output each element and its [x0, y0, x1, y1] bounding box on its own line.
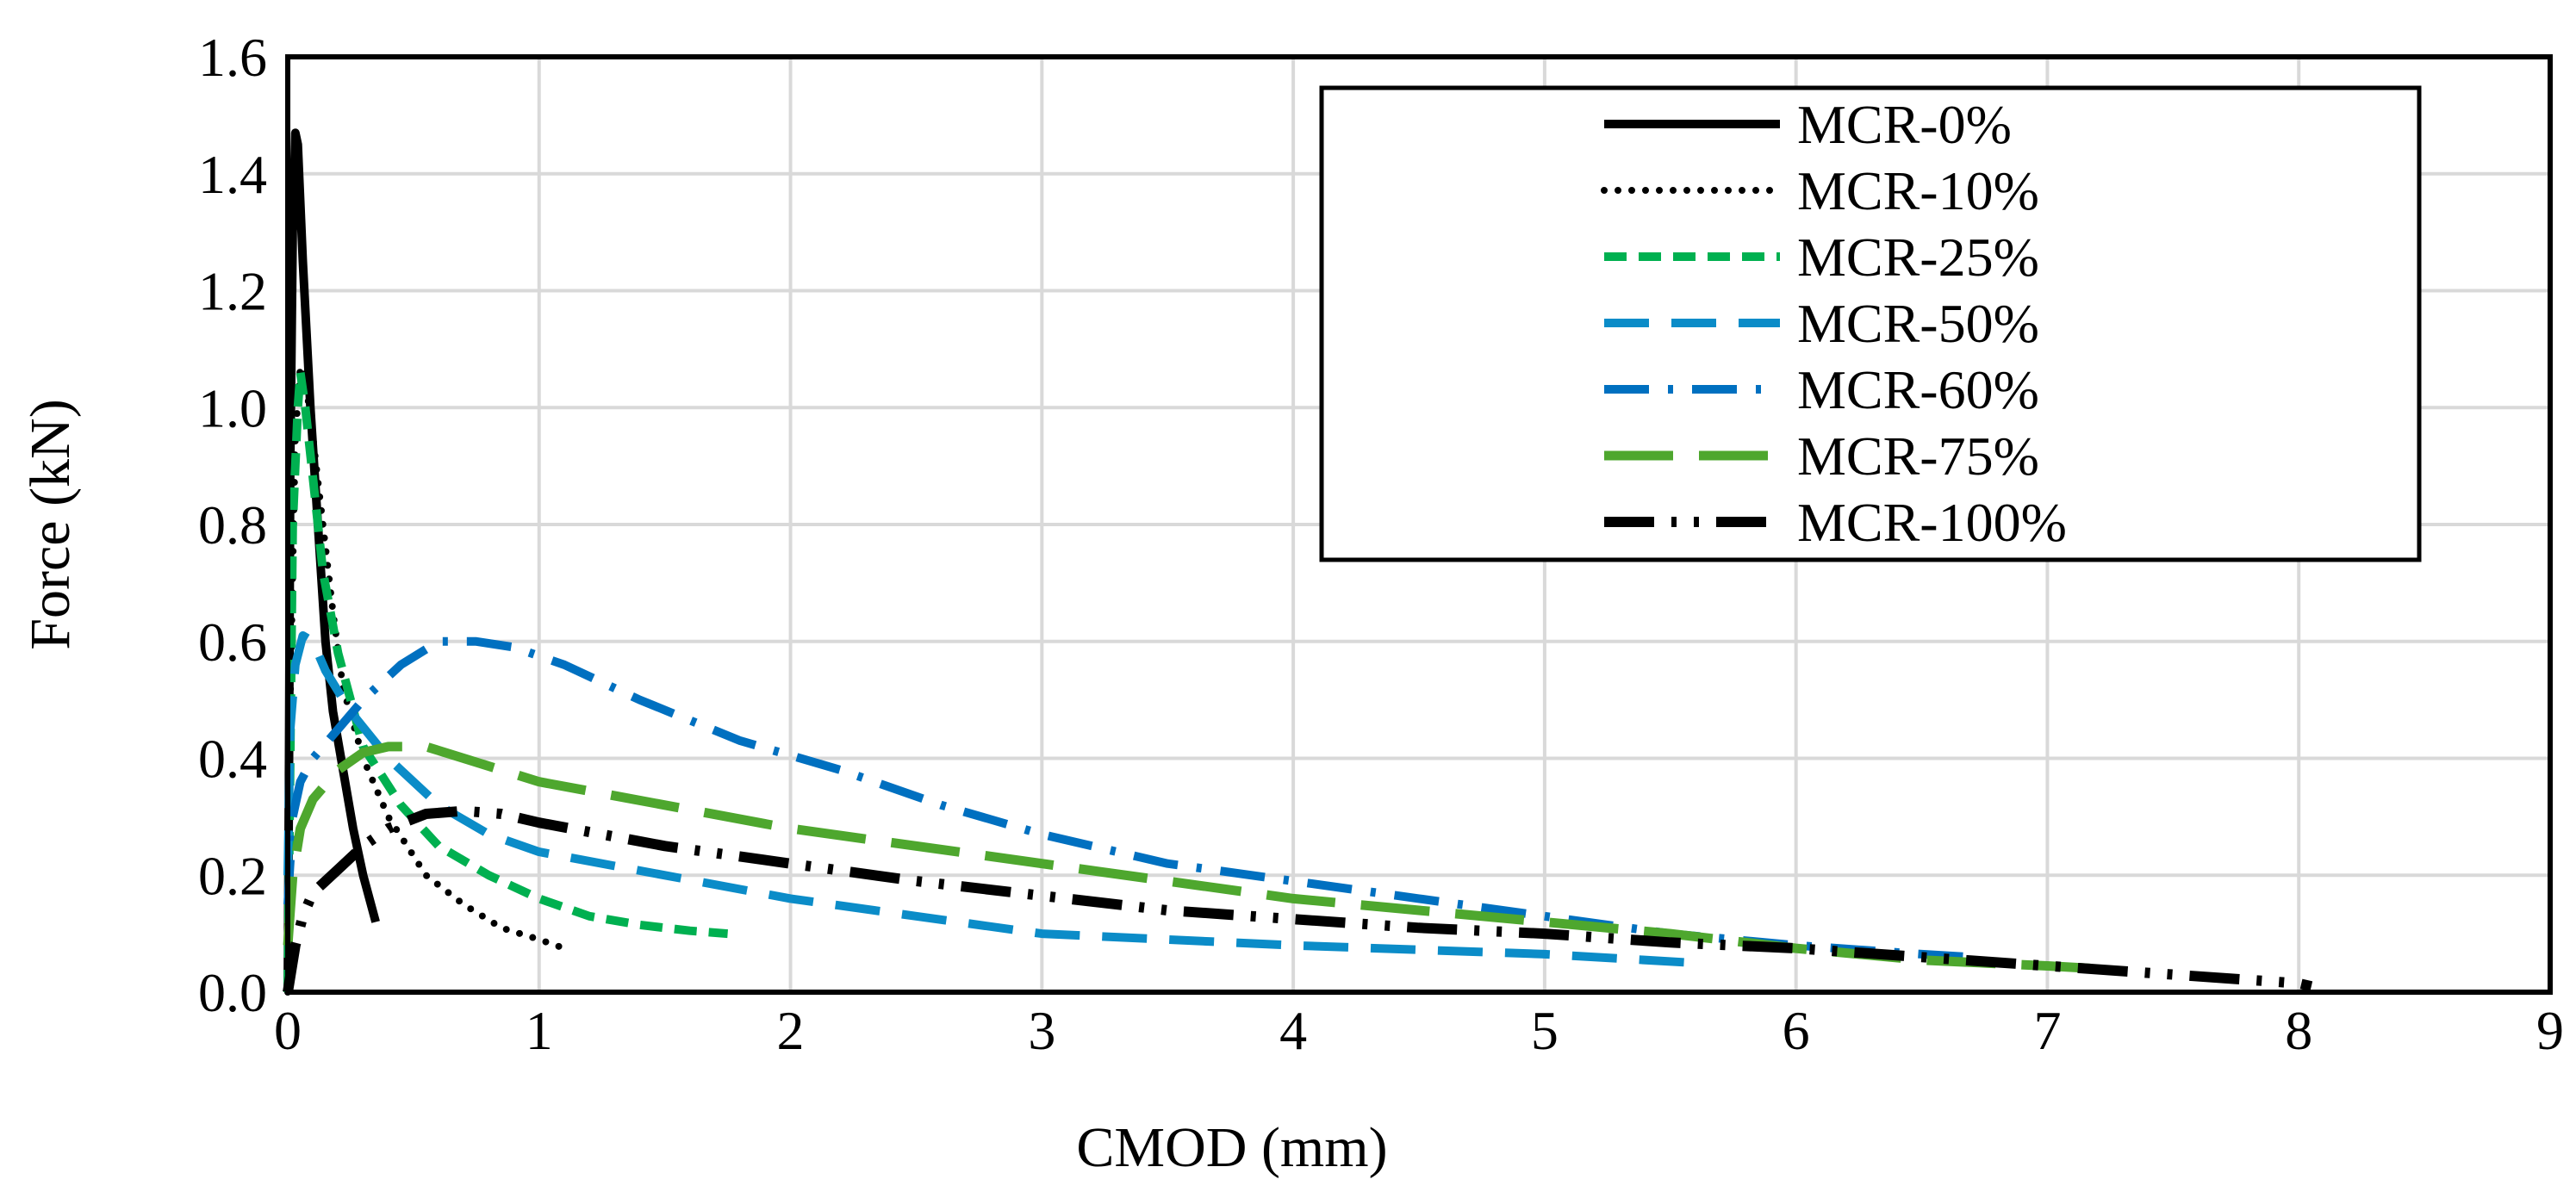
y-tick-label: 1.6 [198, 27, 267, 88]
y-tick-label: 0.8 [198, 494, 267, 556]
x-tick-label: 6 [1783, 1000, 1810, 1061]
legend-label: MCR-75% [1797, 425, 2039, 487]
series-layer [283, 128, 2313, 996]
legend-label: MCR-60% [1797, 359, 2039, 420]
legend-label: MCR-10% [1797, 160, 2039, 221]
x-tick-label: 2 [777, 1000, 805, 1061]
y-tick-label: 0.6 [198, 611, 267, 673]
series-line-mcr-60- [283, 636, 1973, 962]
x-tick-label: 1 [526, 1000, 553, 1061]
y-tick-label: 0.4 [198, 729, 267, 790]
series-line-mcr-100- [283, 805, 2313, 993]
y-tick-label: 0.2 [198, 845, 267, 906]
legend-label: MCR-25% [1797, 227, 2039, 288]
series-line-mcr-0- [283, 128, 380, 993]
x-tick-label: 7 [2033, 1000, 2061, 1061]
legend: MCR-0%MCR-10%MCR-25%MCR-50%MCR-60%MCR-75… [1319, 85, 2422, 562]
legend-box [1319, 85, 2422, 562]
legend-label: MCR-100% [1797, 492, 2067, 553]
y-axis-title: Force (kN) [19, 399, 82, 649]
legend-label: MCR-0% [1797, 94, 2012, 155]
x-tick-label: 5 [1531, 1000, 1559, 1061]
y-tick-label: 0.0 [198, 962, 267, 1023]
x-axis-title: CMOD (mm) [1076, 1116, 1387, 1179]
legend-label: MCR-50% [1797, 293, 2039, 354]
x-tick-label: 9 [2536, 1000, 2564, 1061]
series-line-mcr-25- [283, 368, 728, 993]
x-tick-label: 8 [2285, 1000, 2312, 1061]
x-tick-label: 4 [1279, 1000, 1307, 1061]
y-tick-label: 1.2 [198, 261, 267, 322]
x-tick-label: 3 [1028, 1000, 1055, 1061]
y-tick-label: 1.0 [198, 377, 267, 438]
y-tick-label: 1.4 [198, 144, 267, 205]
series-line-mcr-50- [283, 631, 1696, 968]
x-tick-label: 0 [274, 1000, 302, 1061]
tick-labels: 0 1 2 3 4 5 6 7 8 9 0.0 0.2 0.4 0.6 0.8 1.0 1.2 1.4 1.6 [198, 27, 2564, 1061]
plot-area-frame [285, 54, 2553, 995]
